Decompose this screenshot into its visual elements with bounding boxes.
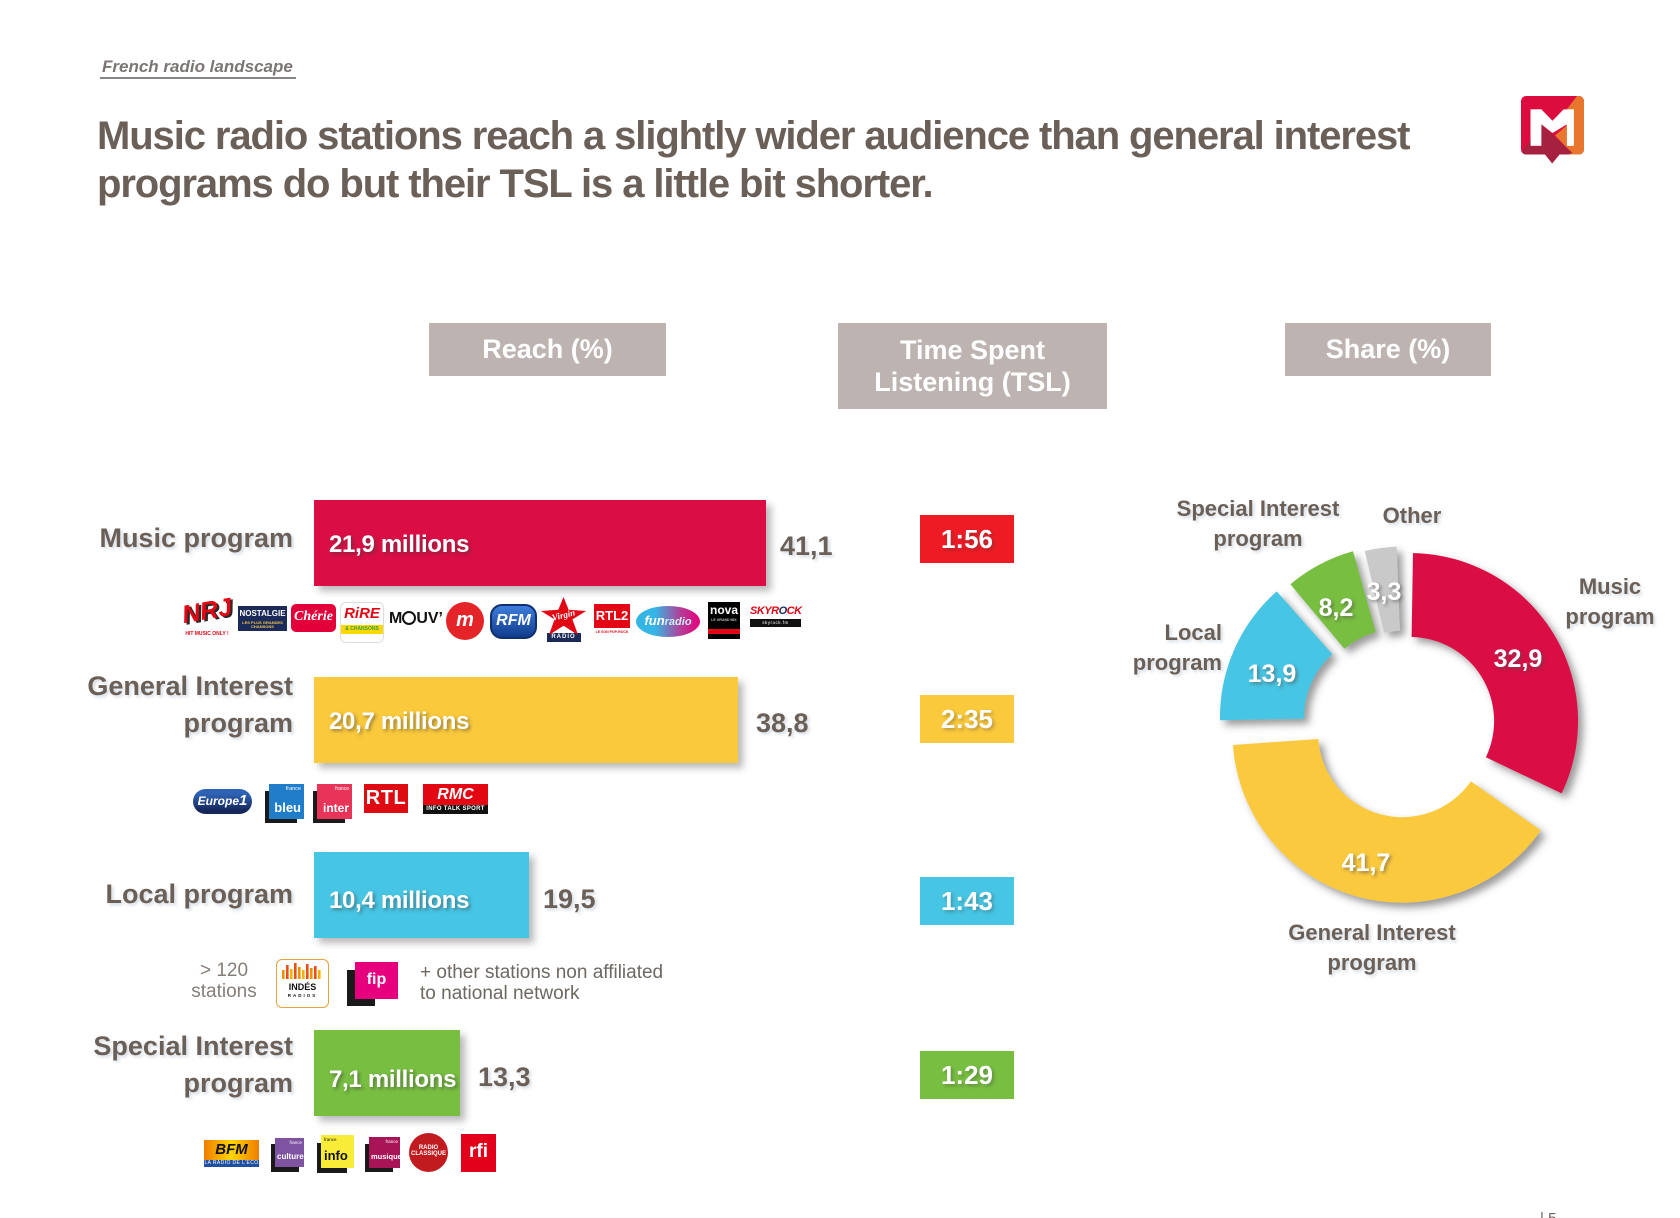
svg-text:41,7: 41,7 xyxy=(1342,849,1391,877)
svg-text:32,9: 32,9 xyxy=(1494,645,1543,673)
svg-text:3,3: 3,3 xyxy=(1367,578,1402,606)
svg-text:8,2: 8,2 xyxy=(1319,594,1354,622)
svg-text:13,9: 13,9 xyxy=(1248,660,1297,688)
